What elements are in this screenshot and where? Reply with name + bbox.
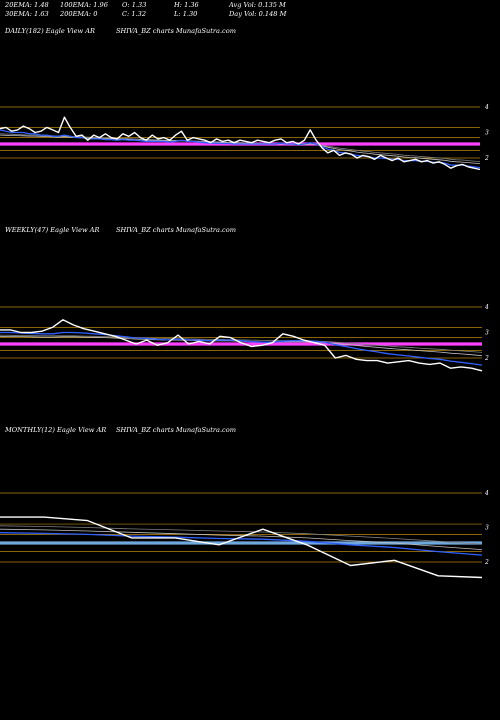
- ema100-value: 100EMA: 1.96: [60, 1, 108, 9]
- low-value: L: 1.30: [174, 10, 198, 18]
- weekly-ytick-label: 2: [484, 355, 489, 362]
- monthly-ema-gray-line: [0, 528, 483, 550]
- daily-title: DAILY(182) Eagle View AR: [5, 27, 95, 35]
- ema200-value: 200EMA: 0: [60, 10, 98, 18]
- weekly-title: WEEKLY(47) Eagle View AR: [5, 226, 100, 234]
- ema30-value: 30EMA: 1.63: [5, 10, 49, 18]
- monthly-site-label: SHIVA_BZ charts MunafaSutra.com: [116, 426, 236, 434]
- ema20-value: 20EMA: 1.48: [5, 1, 49, 9]
- stats-row-2: 30EMA: 1.63 200EMA: 0 C: 1.32 L: 1.30 Da…: [5, 10, 286, 19]
- daily-site-label: SHIVA_BZ charts MunafaSutra.com: [116, 27, 236, 35]
- high-value: H: 1.36: [174, 1, 199, 9]
- weekly-ema-blue-line: [0, 331, 483, 366]
- daily-ema-blue-line: [0, 129, 481, 169]
- weekly-ytick-label: 3: [485, 330, 489, 337]
- daily-price-line: [0, 116, 481, 171]
- daily-ytick-label: 2: [484, 155, 489, 162]
- daily-ema-gray-line: [0, 134, 481, 164]
- weekly-ema-gray-line: [0, 335, 483, 357]
- monthly-panel-label: MONTHLY(12) Eagle View AR SHIVA_BZ chart…: [5, 426, 236, 434]
- day-vol-value: Day Vol: 0.148 M: [229, 10, 287, 18]
- monthly-title: MONTHLY(12) Eagle View AR: [5, 426, 107, 434]
- weekly-ema-dark-line: [0, 334, 483, 353]
- stats-header: 20EMA: 1.48 100EMA: 1.96 O: 1.33 H: 1.36…: [5, 1, 286, 19]
- open-value: O: 1.33: [122, 1, 147, 9]
- weekly-price-line: [0, 319, 483, 372]
- avg-vol-value: Avg Vol: 0.135 M: [229, 1, 286, 9]
- monthly-ema-dark-line: [0, 525, 483, 545]
- monthly-ytick-label: 3: [485, 525, 489, 532]
- monthly-ytick-label: 2: [484, 559, 489, 566]
- close-value: C: 1.32: [122, 10, 147, 18]
- daily-ytick-label: 3: [485, 130, 489, 137]
- monthly-ema-blue-line: [0, 532, 483, 556]
- stats-row-1: 20EMA: 1.48 100EMA: 1.96 O: 1.33 H: 1.36…: [5, 1, 286, 10]
- weekly-panel-label: WEEKLY(47) Eagle View AR SHIVA_BZ charts…: [5, 226, 236, 234]
- daily-ytick-label: 4: [484, 104, 489, 111]
- daily-panel-label: DAILY(182) Eagle View AR SHIVA_BZ charts…: [5, 27, 236, 35]
- weekly-ytick-label: 4: [484, 304, 489, 311]
- monthly-ytick-label: 4: [484, 490, 489, 497]
- weekly-site-label: SHIVA_BZ charts MunafaSutra.com: [116, 226, 236, 234]
- monthly-price-line: [0, 516, 483, 579]
